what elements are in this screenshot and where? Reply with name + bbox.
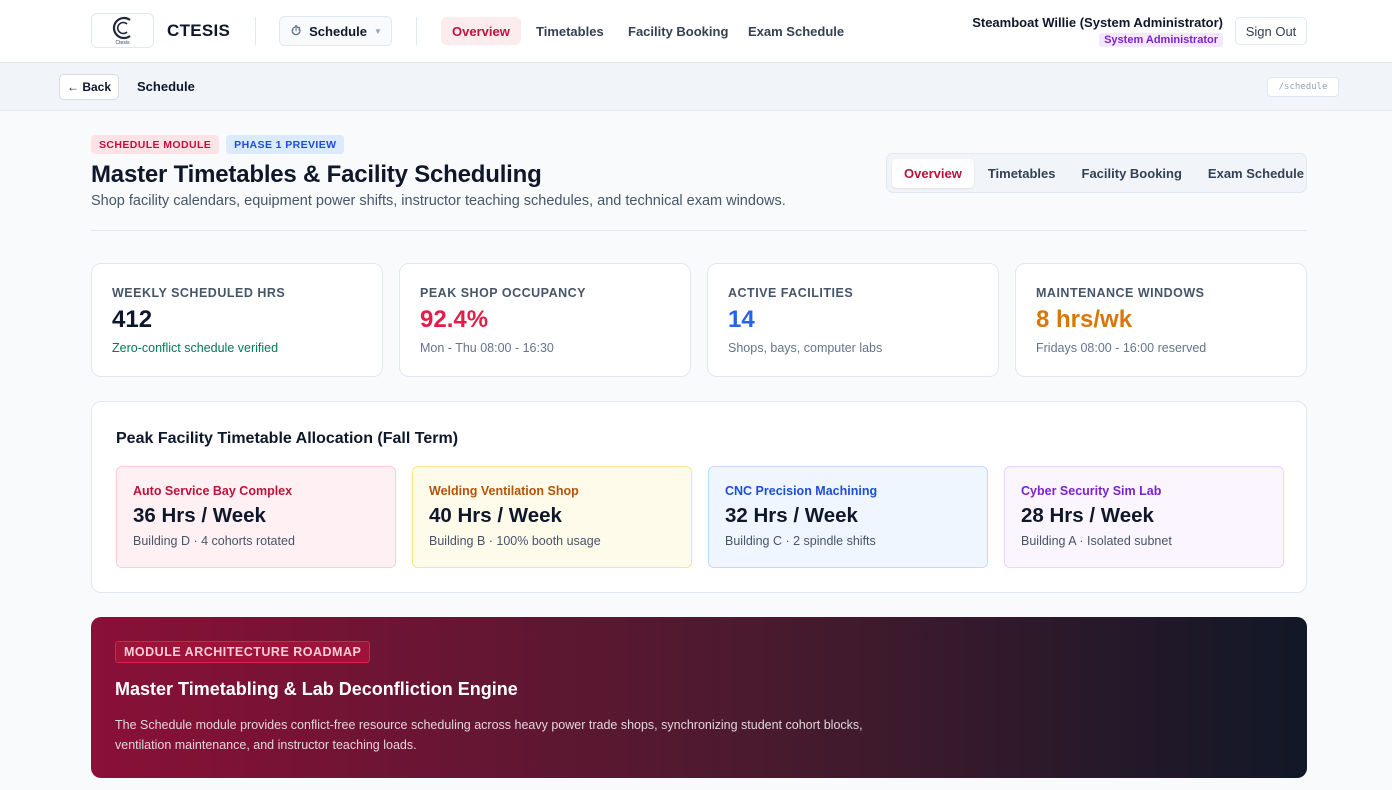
- facility-name: Welding Ventilation Shop: [429, 484, 579, 498]
- stat-card-maintenance-windows: MAINTENANCE WINDOWS 8 hrs/wk Fridays 08:…: [1015, 263, 1307, 377]
- facility-card-auto-service[interactable]: Auto Service Bay Complex 36 Hrs / Week B…: [116, 466, 396, 568]
- schedule-module-badge: SCHEDULE MODULE: [91, 135, 220, 154]
- chevron-down-icon: ▼: [373, 26, 382, 36]
- stat-label: PEAK SHOP OCCUPANCY: [420, 286, 587, 300]
- module-selector-label: Schedule: [309, 23, 367, 39]
- stat-card-weekly-hours: WEEKLY SCHEDULED HRS 412 Zero-conflict s…: [91, 263, 383, 377]
- stat-value: 8 hrs/wk: [1036, 306, 1133, 333]
- stat-card-peak-occupancy: PEAK SHOP OCCUPANCY 92.4% Mon - Thu 08:0…: [399, 263, 691, 377]
- user-name: Steamboat Willie (System Administrator): [972, 15, 1223, 30]
- stat-card-active-facilities: ACTIVE FACILITIES 14 Shops, bays, comput…: [707, 263, 999, 377]
- stat-label: ACTIVE FACILITIES: [728, 286, 854, 300]
- stopwatch-icon: ⏱: [291, 23, 302, 38]
- phase-badge: PHASE 1 PREVIEW: [226, 135, 345, 154]
- stat-value: 412: [112, 306, 153, 333]
- module-selector[interactable]: ⏱ Schedule ▼: [279, 16, 392, 46]
- ctesis-logo-icon: [112, 16, 131, 40]
- facility-meta: Building B · 100% booth usage: [429, 534, 601, 548]
- facility-hours: 32 Hrs / Week: [725, 504, 858, 527]
- nav-facility-booking[interactable]: Facility Booking: [628, 23, 729, 39]
- facility-hours: 28 Hrs / Week: [1021, 504, 1154, 527]
- tab-facility-booking[interactable]: Facility Booking: [1081, 165, 1182, 181]
- tab-overview[interactable]: Overview: [892, 158, 974, 188]
- facility-hours: 36 Hrs / Week: [133, 504, 266, 527]
- page-subtitle: Shop facility calendars, equipment power…: [91, 193, 786, 209]
- nav-exam-schedule[interactable]: Exam Schedule: [748, 23, 845, 39]
- stat-note: Zero-conflict schedule verified: [112, 341, 279, 355]
- facility-meta: Building C · 2 spindle shifts: [725, 534, 876, 548]
- stat-value: 92.4%: [420, 306, 489, 333]
- route-path: /schedule: [1267, 77, 1339, 97]
- stat-label: MAINTENANCE WINDOWS: [1036, 286, 1205, 300]
- stat-note: Shops, bays, computer labs: [728, 341, 883, 355]
- facility-hours: 40 Hrs / Week: [429, 504, 562, 527]
- ctesis-logo[interactable]: Ctesis: [91, 13, 154, 48]
- breadcrumb: ← Back Schedule /schedule: [0, 63, 1392, 111]
- facility-card-cnc[interactable]: CNC Precision Machining 32 Hrs / Week Bu…: [708, 466, 988, 568]
- top-nav: Ctesis CTESIS ⏱ Schedule ▼ Overview Time…: [0, 0, 1392, 63]
- roadmap-banner: MODULE ARCHITECTURE ROADMAP Master Timet…: [91, 617, 1307, 778]
- main-content: SCHEDULE MODULE PHASE 1 PREVIEW Master T…: [91, 135, 1307, 778]
- tab-exam-schedule[interactable]: Exam Schedule: [1207, 165, 1305, 181]
- facility-card-welding[interactable]: Welding Ventilation Shop 40 Hrs / Week B…: [412, 466, 692, 568]
- tab-timetables[interactable]: Timetables: [987, 165, 1056, 181]
- breadcrumb-title: Schedule: [137, 79, 195, 94]
- allocation-title: Peak Facility Timetable Allocation (Fall…: [116, 430, 459, 447]
- stats-row: WEEKLY SCHEDULED HRS 412 Zero-conflict s…: [91, 263, 1307, 377]
- section-divider: [91, 230, 1307, 231]
- stat-value: 14: [728, 306, 755, 333]
- nav-timetables[interactable]: Timetables: [536, 23, 604, 39]
- facility-meta: Building A · Isolated subnet: [1021, 534, 1172, 548]
- facility-allocation-panel: Peak Facility Timetable Allocation (Fall…: [91, 401, 1307, 593]
- divider: [255, 17, 256, 45]
- module-badges: SCHEDULE MODULE PHASE 1 PREVIEW: [91, 135, 1307, 154]
- facility-card-cyber-lab[interactable]: Cyber Security Sim Lab 28 Hrs / Week Bui…: [1004, 466, 1284, 568]
- stat-label: WEEKLY SCHEDULED HRS: [112, 286, 286, 300]
- nav-overview[interactable]: Overview: [441, 17, 521, 45]
- facility-name: CNC Precision Machining: [725, 484, 878, 498]
- stat-note: Mon - Thu 08:00 - 16:30: [420, 341, 554, 355]
- facility-grid: Auto Service Bay Complex 36 Hrs / Week B…: [116, 466, 1284, 568]
- brand-name: CTESIS: [167, 21, 231, 40]
- divider: [416, 17, 417, 45]
- stat-note: Fridays 08:00 - 16:00 reserved: [1036, 341, 1207, 355]
- sign-out-button[interactable]: Sign Out: [1235, 17, 1307, 45]
- facility-name: Cyber Security Sim Lab: [1021, 484, 1162, 498]
- roadmap-description: The Schedule module provides conflict-fr…: [115, 718, 863, 752]
- user-role-badge: System Administrator: [1099, 33, 1223, 47]
- section-tabs: Overview Timetables Facility Booking Exa…: [886, 153, 1307, 193]
- roadmap-title: Master Timetabling & Lab Deconfliction E…: [115, 679, 518, 699]
- facility-meta: Building D · 4 cohorts rotated: [133, 534, 295, 548]
- page-title: Master Timetables & Facility Scheduling: [91, 161, 542, 188]
- roadmap-badge: MODULE ARCHITECTURE ROADMAP: [115, 641, 371, 663]
- facility-name: Auto Service Bay Complex: [133, 484, 293, 498]
- back-button[interactable]: ← Back: [59, 74, 119, 100]
- logo-subtext: Ctesis: [115, 40, 130, 46]
